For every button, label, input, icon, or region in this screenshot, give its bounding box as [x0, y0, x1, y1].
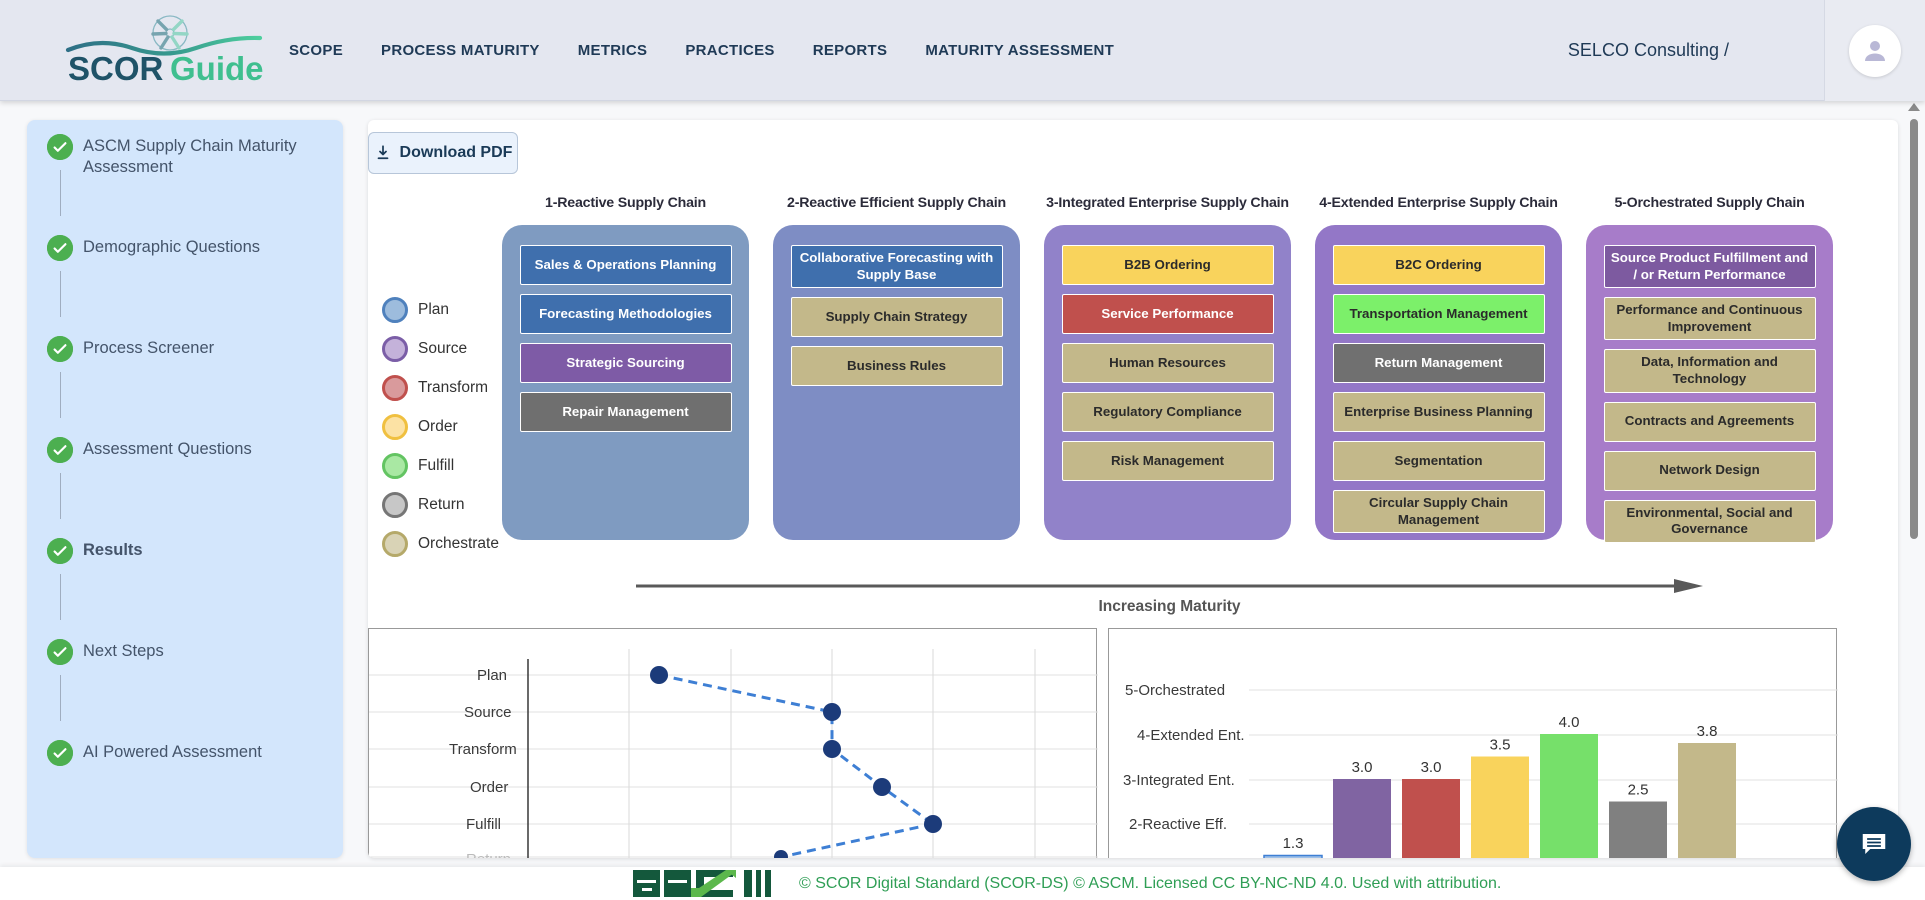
svg-text:Guide: Guide [170, 50, 264, 87]
svg-text:1.3: 1.3 [1283, 835, 1304, 852]
svg-text:3.5: 3.5 [1490, 737, 1511, 754]
svg-text:SCOR: SCOR [68, 50, 164, 87]
svg-text:3.0: 3.0 [1352, 759, 1373, 776]
svg-text:4.0: 4.0 [1559, 714, 1580, 731]
svg-text:3.8: 3.8 [1697, 723, 1718, 740]
svg-text:2.5: 2.5 [1628, 782, 1649, 799]
svg-text:3.0: 3.0 [1421, 759, 1442, 776]
